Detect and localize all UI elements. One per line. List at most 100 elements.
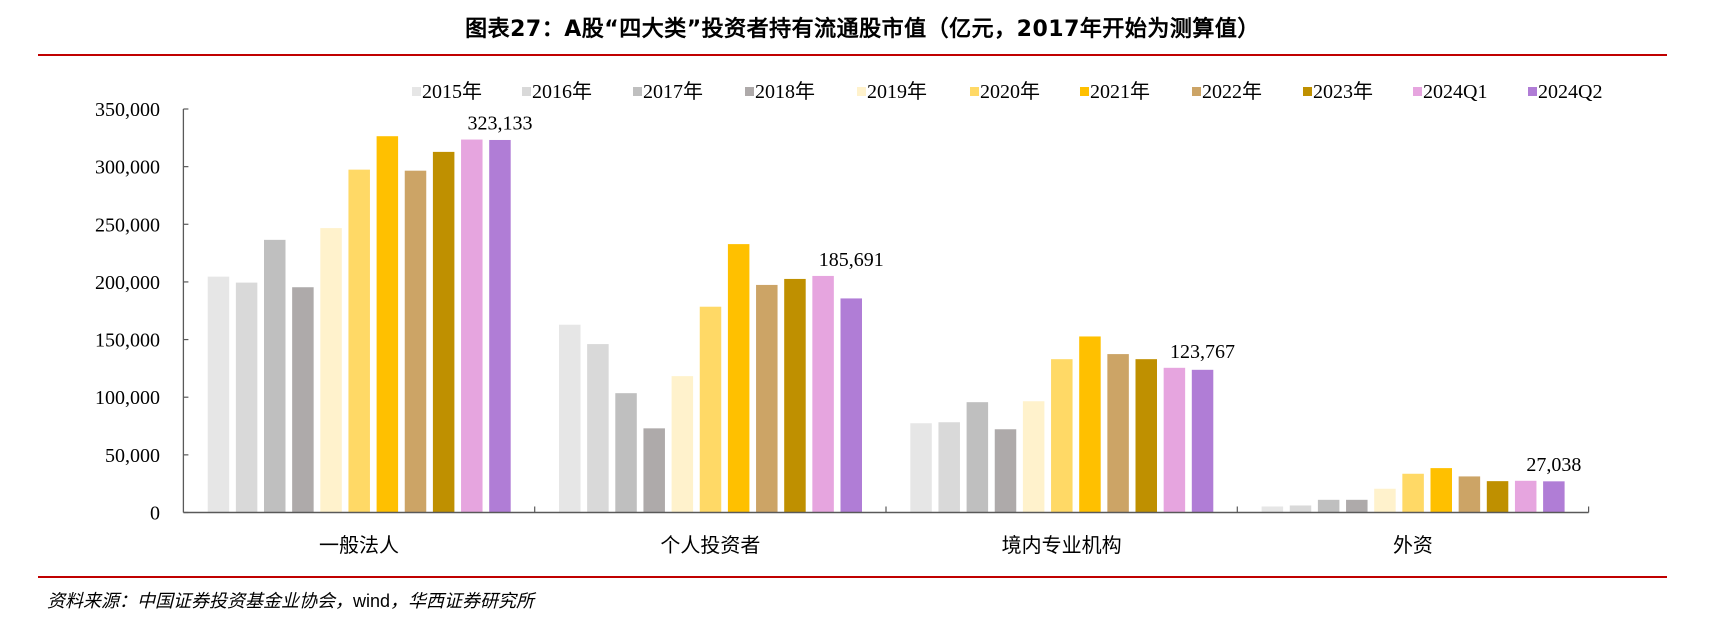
bar: [1289, 505, 1312, 513]
y-tick-label: 100,000: [95, 387, 160, 409]
bar: [756, 284, 778, 513]
bar: [1430, 468, 1452, 513]
legend-item: 2023年: [1303, 80, 1373, 103]
bar: [1374, 488, 1396, 513]
legend-label: 2016年: [532, 80, 592, 103]
bar: [587, 344, 609, 513]
y-tick-label: 0: [150, 503, 160, 525]
bar: [1079, 336, 1101, 513]
data-label: 27,038: [1526, 454, 1581, 476]
legend-swatch: [522, 87, 531, 96]
y-tick-label: 150,000: [95, 330, 160, 352]
bar: [235, 282, 258, 513]
legend-item: 2024Q2: [1528, 81, 1602, 103]
legend-item: 2022年: [1192, 80, 1262, 103]
legend-label: 2022年: [1202, 80, 1262, 103]
bar: [320, 228, 342, 513]
legend-label: 2019年: [867, 80, 927, 103]
y-tick-label: 50,000: [105, 445, 160, 467]
x-category-label: 外资: [1393, 534, 1433, 557]
x-category-label: 一般法人: [319, 534, 399, 557]
legend-item: 2024Q1: [1413, 81, 1487, 103]
bar: [404, 170, 427, 513]
bars: [207, 136, 1565, 513]
bar: [938, 422, 960, 513]
legend-item: 2016年: [522, 80, 592, 103]
bar: [615, 393, 637, 513]
bar: [207, 276, 230, 513]
bar: [489, 139, 511, 513]
bar: [840, 298, 862, 513]
bar: [671, 376, 694, 513]
bar: [1346, 499, 1368, 513]
y-axis: 0 50,000 100,000 150,000 200,000 250,000 300,0…: [95, 99, 189, 525]
bar: [1261, 506, 1284, 513]
bar: [348, 169, 370, 513]
bar: [1514, 480, 1537, 513]
bar: [1135, 359, 1157, 513]
legend-swatch: [633, 87, 642, 96]
legend-swatch: [1528, 87, 1537, 96]
legend-label: 2021年: [1090, 80, 1150, 103]
bar: [461, 139, 483, 513]
legend-swatch: [412, 87, 421, 96]
bar: [1022, 401, 1045, 513]
legend-swatch: [1303, 87, 1312, 96]
legend-swatch: [970, 87, 979, 96]
bar: [1051, 359, 1073, 513]
legend-label: 2024Q2: [1538, 81, 1602, 103]
bar: [1486, 481, 1509, 513]
bar: [1458, 476, 1481, 513]
source-suffix: ，华西证券研究所: [390, 591, 535, 612]
legend-label: 2015年: [422, 80, 482, 103]
bar: [994, 429, 1017, 513]
legend-swatch: [745, 87, 754, 96]
data-label: 123,767: [1170, 341, 1235, 363]
legend-label: 2023年: [1313, 80, 1373, 103]
data-label: 185,691: [819, 249, 884, 271]
bar: [1317, 499, 1340, 513]
x-axis: 一般法人 个人投资者 境内专业机构 外资: [183, 506, 1590, 557]
bar: [376, 136, 399, 513]
data-labels: 323,133 185,691 123,767 27,038: [467, 113, 1581, 476]
bar: [1163, 367, 1186, 513]
bar: [643, 428, 665, 513]
bar: [812, 275, 834, 513]
bar: [264, 239, 286, 513]
source-note: 资料来源：中国证券投资基金业协会，wind，华西证券研究所: [47, 588, 534, 615]
legend-swatch: [1413, 87, 1422, 96]
legend-item: 2020年: [970, 80, 1040, 103]
bar: [1402, 473, 1424, 513]
bar: [699, 306, 722, 513]
bar: [292, 287, 314, 513]
bar: [559, 324, 581, 513]
legend-item: 2017年: [633, 80, 703, 103]
bar-chart: 2015年 2016年 2017年 2018年 2019年 2020年 2021年 2022年…: [95, 80, 1602, 557]
x-category-label: 境内专业机构: [1002, 534, 1122, 557]
legend-swatch: [1080, 87, 1089, 96]
y-tick-label: 350,000: [95, 99, 160, 121]
data-label: 323,133: [467, 113, 532, 135]
legend-item: 2019年: [857, 80, 927, 103]
y-tick-label: 200,000: [95, 272, 160, 294]
bar: [966, 402, 989, 513]
bar: [1543, 481, 1565, 513]
title-divider: [38, 54, 1667, 56]
bar: [910, 423, 932, 513]
legend-label: 2024Q1: [1423, 81, 1487, 103]
y-tick-label: 250,000: [95, 214, 160, 236]
source-prefix: 资料来源：中国证券投资基金业协会，: [47, 591, 353, 612]
legend: 2015年 2016年 2017年 2018年 2019年 2020年 2021年 2022年…: [412, 80, 1602, 103]
legend-label: 2018年: [755, 80, 815, 103]
source-divider: [38, 576, 1667, 578]
source-wind: wind: [353, 591, 391, 611]
y-tick-label: 300,000: [95, 157, 160, 179]
chart-title: 图表27：A股“四大类”投资者持有流通股市值（亿元，2017年开始为测算值）: [465, 17, 1260, 42]
x-category-label: 个人投资者: [660, 534, 760, 557]
legend-item: 2015年: [412, 80, 482, 103]
legend-label: 2017年: [643, 80, 703, 103]
bar: [432, 151, 455, 513]
bar: [1191, 369, 1214, 513]
legend-swatch: [857, 87, 866, 96]
legend-item: 2018年: [745, 80, 815, 103]
